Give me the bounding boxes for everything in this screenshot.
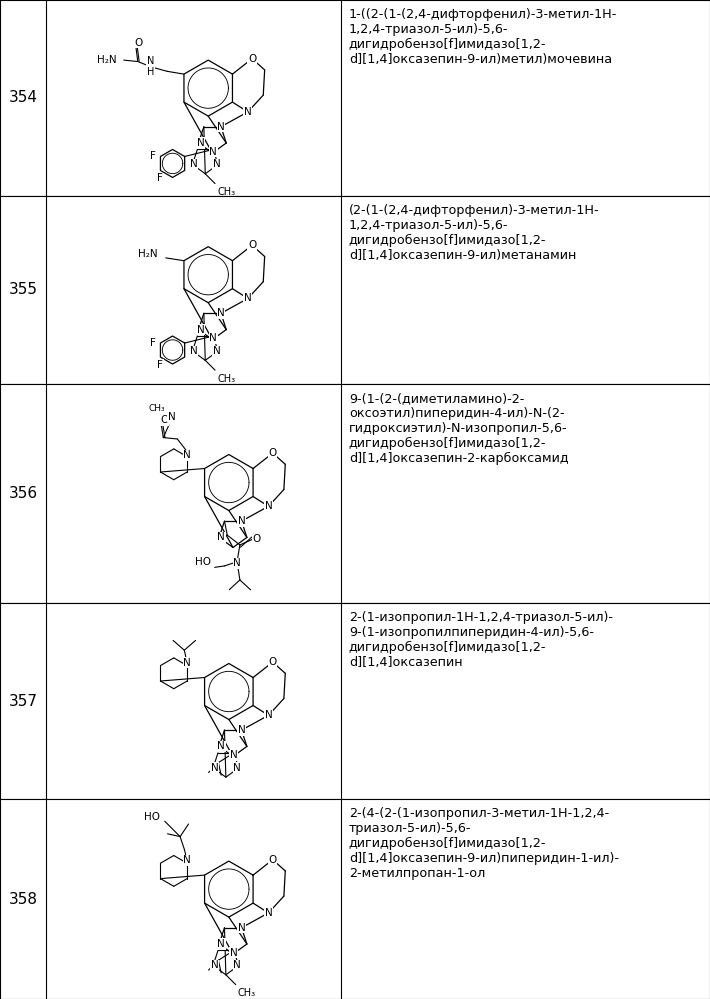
- Text: N: N: [217, 309, 225, 319]
- Text: CH₃: CH₃: [148, 404, 165, 413]
- Text: CH₃: CH₃: [217, 187, 236, 197]
- Text: N: N: [238, 725, 246, 735]
- Text: 358: 358: [9, 891, 38, 907]
- Text: N: N: [238, 516, 246, 526]
- Text: N: N: [197, 138, 204, 148]
- Text: N: N: [233, 558, 241, 568]
- Text: N: N: [244, 107, 252, 117]
- Text: N: N: [265, 501, 273, 511]
- Text: HO: HO: [195, 557, 212, 567]
- Text: 2-(1-изопропил-1Н-1,2,4-триазол-5-ил)-
9-(1-изопропилпиперидин-4-ил)-5,6-
дигидр: 2-(1-изопропил-1Н-1,2,4-триазол-5-ил)- 9…: [349, 611, 613, 669]
- Text: N: N: [265, 710, 273, 720]
- Text: N: N: [234, 763, 241, 773]
- Text: O: O: [248, 54, 256, 64]
- Bar: [0, 603, 710, 799]
- Text: H₂N: H₂N: [97, 55, 116, 65]
- Text: F: F: [150, 152, 155, 162]
- Text: N: N: [211, 763, 219, 773]
- Text: F: F: [158, 360, 163, 370]
- Text: CH₃: CH₃: [217, 374, 236, 384]
- Bar: [0, 384, 710, 603]
- Text: O: O: [268, 657, 277, 667]
- Text: N: N: [197, 325, 204, 335]
- Text: HO: HO: [143, 812, 160, 822]
- Text: N: N: [183, 451, 191, 461]
- Text: O: O: [160, 416, 168, 426]
- Text: N: N: [217, 939, 225, 949]
- Text: F: F: [150, 338, 155, 348]
- Text: H₂N: H₂N: [138, 249, 158, 259]
- Text: N: N: [230, 948, 238, 958]
- Text: O: O: [248, 241, 256, 251]
- Text: O: O: [268, 449, 277, 459]
- Text: O: O: [134, 38, 142, 48]
- Bar: [0, 799, 710, 999]
- Text: N: N: [244, 294, 252, 304]
- Text: CH₃: CH₃: [238, 988, 256, 998]
- Text: N: N: [238, 923, 246, 933]
- Text: 356: 356: [9, 486, 38, 501]
- Text: N: N: [234, 960, 241, 970]
- Text: N: N: [213, 160, 221, 170]
- Text: F: F: [158, 173, 163, 183]
- Text: N: N: [211, 960, 219, 970]
- Text: N: N: [183, 855, 191, 865]
- Text: O: O: [253, 534, 261, 544]
- Text: 2-(4-(2-(1-изопропил-3-метил-1Н-1,2,4-
триазол-5-ил)-5,6-
дигидробензо[f]имидазо: 2-(4-(2-(1-изопропил-3-метил-1Н-1,2,4- т…: [349, 807, 619, 880]
- Text: N: N: [209, 147, 217, 157]
- Text: 1-((2-(1-(2,4-дифторфенил)-3-метил-1Н-
1,2,4-триазол-5-ил)-5,6-
дигидробензо[f]и: 1-((2-(1-(2,4-дифторфенил)-3-метил-1Н- 1…: [349, 8, 617, 66]
- Text: N
H: N H: [147, 56, 154, 77]
- Text: N: N: [190, 160, 198, 170]
- Text: N: N: [230, 750, 238, 760]
- Text: N: N: [168, 412, 175, 422]
- Text: N: N: [217, 532, 225, 542]
- Text: N: N: [213, 346, 221, 356]
- Text: N: N: [265, 908, 273, 918]
- Text: N: N: [217, 122, 225, 132]
- Bar: [0, 0, 710, 196]
- Text: N: N: [190, 346, 198, 356]
- Text: N: N: [209, 334, 217, 344]
- Text: N: N: [183, 657, 191, 667]
- Text: N: N: [217, 741, 225, 751]
- Bar: [0, 196, 710, 384]
- Text: (2-(1-(2,4-дифторфенил)-3-метил-1Н-
1,2,4-триазол-5-ил)-5,6-
дигидробензо[f]имид: (2-(1-(2,4-дифторфенил)-3-метил-1Н- 1,2,…: [349, 204, 599, 262]
- Text: 9-(1-(2-(диметиламино)-2-
оксоэтил)пиперидин-4-ил)-N-(2-
гидроксиэтил)-N-изопроп: 9-(1-(2-(диметиламино)-2- оксоэтил)пипер…: [349, 392, 569, 465]
- Text: O: O: [268, 855, 277, 865]
- Text: 355: 355: [9, 282, 38, 298]
- Text: 357: 357: [9, 693, 38, 709]
- Text: 354: 354: [9, 90, 38, 106]
